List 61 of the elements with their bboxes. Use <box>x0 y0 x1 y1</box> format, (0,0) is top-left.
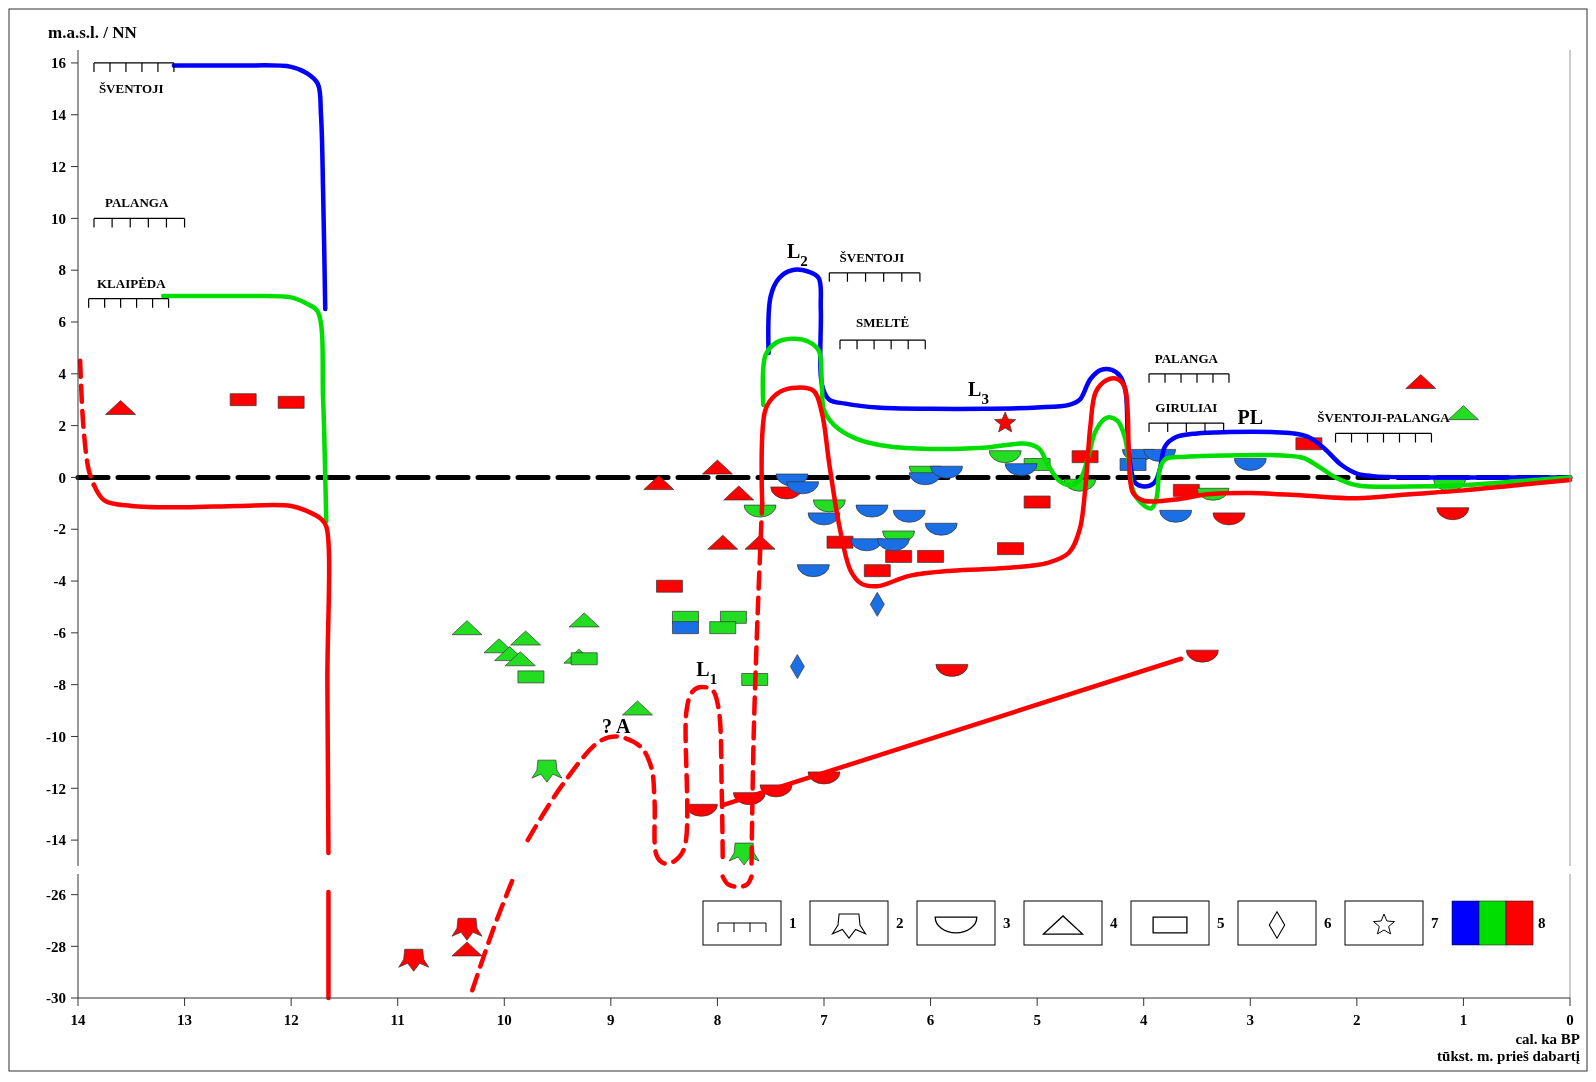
point <box>451 917 483 941</box>
y-tick-label: 14 <box>51 107 67 124</box>
x-tick-label: 6 <box>926 1012 935 1028</box>
point <box>531 759 563 783</box>
x-tick-label: 8 <box>713 1012 722 1028</box>
x-tick-label: 5 <box>1033 1012 1041 1028</box>
x-tick-label: 0 <box>1566 1012 1574 1028</box>
annotation: PALANGA <box>1154 350 1219 366</box>
annotation: PL <box>1237 405 1264 428</box>
x-tick-label: 11 <box>390 1012 405 1028</box>
annotation: 4 <box>1110 915 1118 932</box>
y-tick-label: 12 <box>51 158 66 175</box>
annotation: 2 <box>896 915 904 932</box>
y-tick-label: -2 <box>53 521 66 538</box>
x-tick-label: 9 <box>607 1012 615 1028</box>
annotation: 3 <box>1003 915 1011 932</box>
annotation: L$_{1}$ <box>696 658 718 688</box>
y-tick-label: -28 <box>46 938 66 955</box>
y-tick-label: 8 <box>58 262 66 279</box>
annotation: ŠVENTOJI <box>839 249 905 265</box>
annotation: L$_{2}$ <box>786 239 808 269</box>
y-tick-label: -26 <box>46 886 67 903</box>
x-tick-label: 7 <box>820 1012 829 1028</box>
annotation: ŠVENTOJI <box>98 81 164 97</box>
x-tick-label: 3 <box>1246 1012 1255 1028</box>
annotation: ŠVENTOJI-PALANGA <box>1317 410 1451 426</box>
y-tick-label: 2 <box>58 417 66 434</box>
y-axis-title: m.a.s.l. / NN <box>48 23 138 42</box>
annotation: GIRULIAI <box>1155 400 1218 416</box>
annotation: 1 <box>789 915 797 932</box>
y-tick-label: -12 <box>46 780 66 797</box>
y-tick-label: -10 <box>46 728 66 745</box>
y-tick-label: -6 <box>53 625 67 642</box>
x-tick-label: 1 <box>1459 1012 1468 1028</box>
annotation: KLAIPĖDA <box>96 275 167 291</box>
y-tick-label: 16 <box>51 55 67 72</box>
annotation: ? A <box>602 715 631 738</box>
annotation: L$_{3}$ <box>968 378 989 408</box>
annotation: PALANGA <box>104 195 169 211</box>
y-tick-label: -30 <box>46 990 66 1007</box>
x-tick-label: 13 <box>177 1012 193 1028</box>
y-tick-label: -4 <box>53 573 67 590</box>
annotation: 7 <box>1431 915 1439 932</box>
y-tick-label: 10 <box>51 210 66 227</box>
x-tick-label: 4 <box>1139 1012 1148 1028</box>
y-tick-label: 6 <box>58 314 67 331</box>
x-axis-title: cal. ka BP tūkst. m. prieš dabartį <box>1437 1031 1580 1064</box>
y-tick-label: 4 <box>58 366 67 383</box>
annotation: 6 <box>1324 915 1332 932</box>
x-tick-label: 10 <box>496 1012 512 1028</box>
point <box>994 411 1017 433</box>
y-tick-label: -14 <box>46 832 67 849</box>
annotation: SMELTĖ <box>856 314 910 330</box>
y-tick-label: 0 <box>58 469 66 486</box>
x-tick-label: 2 <box>1353 1012 1361 1028</box>
x-tick-label: 12 <box>283 1012 299 1028</box>
annotation: 8 <box>1538 915 1546 932</box>
point <box>398 948 430 972</box>
x-tick-label: 14 <box>70 1012 86 1028</box>
y-tick-label: -8 <box>53 676 66 693</box>
annotation: 5 <box>1217 915 1225 932</box>
